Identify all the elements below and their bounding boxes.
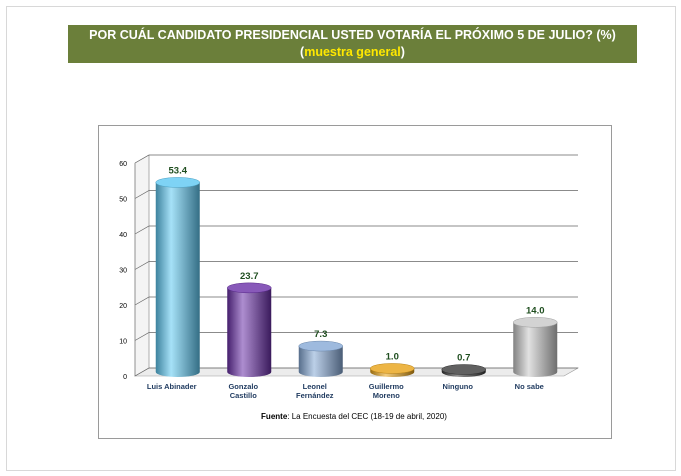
bar-top — [298, 340, 343, 352]
x-tick-label: Gonzalo Castillo — [228, 382, 258, 400]
x-tick-label: Ninguno — [443, 382, 474, 391]
bar-chart: 0 10 20 30 40 50 60 53.4 23.7 7.3 1.0 0.7 14.0 Luis… — [119, 154, 580, 421]
bar-top — [370, 363, 415, 374]
gridline — [134, 296, 578, 306]
title-paren-open: ( — [300, 45, 305, 59]
y-tick-label: 40 — [119, 232, 127, 239]
bar-body — [155, 182, 200, 377]
data-label: 0.7 — [457, 353, 470, 364]
gridline — [134, 154, 578, 164]
gridline — [134, 261, 578, 270]
gridline — [134, 332, 578, 341]
source-note: Fuente: La Encuesta del CEC (18-19 de ab… — [261, 412, 447, 421]
bar-top — [441, 364, 486, 375]
chart-title-box: POR CUÁL CANDIDATO PRESIDENCIAL USTED VO… — [68, 25, 637, 63]
title-highlight: muestra general — [304, 45, 401, 59]
x-tick-label: Guillermo Moreno — [369, 382, 404, 400]
y-tick-label: 60 — [119, 161, 127, 168]
x-tick-label: Leonel Fernández — [296, 382, 334, 400]
bar-body — [227, 287, 272, 377]
bar — [298, 340, 343, 377]
data-label: 1.0 — [386, 351, 399, 362]
title-paren-close: ) — [400, 45, 405, 59]
data-label: 7.3 — [314, 329, 327, 340]
bar-top — [155, 177, 200, 188]
chart-floor — [133, 367, 580, 377]
gridline — [134, 190, 578, 199]
data-label: 53.4 — [169, 165, 188, 176]
bar — [513, 317, 558, 377]
chart-walls — [133, 154, 580, 377]
y-tick-label: 0 — [123, 374, 127, 381]
bar-body — [298, 346, 343, 377]
y-tick-label: 10 — [119, 339, 127, 346]
chart-grid — [134, 154, 578, 377]
x-tick-label: No sabe — [515, 382, 544, 391]
bar — [370, 363, 415, 377]
chart-title-line1: POR CUÁL CANDIDATO PRESIDENCIAL USTED VO… — [89, 28, 616, 42]
gridline — [134, 225, 578, 235]
source-text: : La Encuesta del CEC (18-19 de abril, 2… — [287, 412, 447, 421]
y-tick-label: 50 — [119, 197, 127, 204]
data-label: 14.0 — [526, 305, 545, 316]
data-label: 23.7 — [240, 271, 259, 282]
bar — [227, 282, 272, 377]
bar-top — [227, 282, 272, 294]
bar-body — [513, 322, 558, 377]
bars: 53.4 23.7 7.3 1.0 0.7 14.0 — [155, 165, 558, 377]
source-label: Fuente — [261, 412, 288, 421]
y-tick-label: 20 — [119, 303, 127, 310]
bar — [441, 364, 486, 377]
gridline — [134, 367, 578, 377]
x-axis-labels: Luis Abinader Gonzalo Castillo Leonel Fernán… — [147, 382, 544, 400]
y-tick-label: 30 — [119, 268, 127, 275]
y-axis: 0 10 20 30 40 50 60 — [119, 161, 136, 381]
bar-top — [513, 317, 558, 328]
bar — [155, 177, 200, 377]
chart-area: 0 10 20 30 40 50 60 53.4 23.7 7.3 1.0 0.7 14.0 Luis… — [98, 125, 612, 439]
chart-title-line2: (muestra general) — [68, 44, 637, 61]
x-tick-label: Luis Abinader — [147, 382, 197, 391]
